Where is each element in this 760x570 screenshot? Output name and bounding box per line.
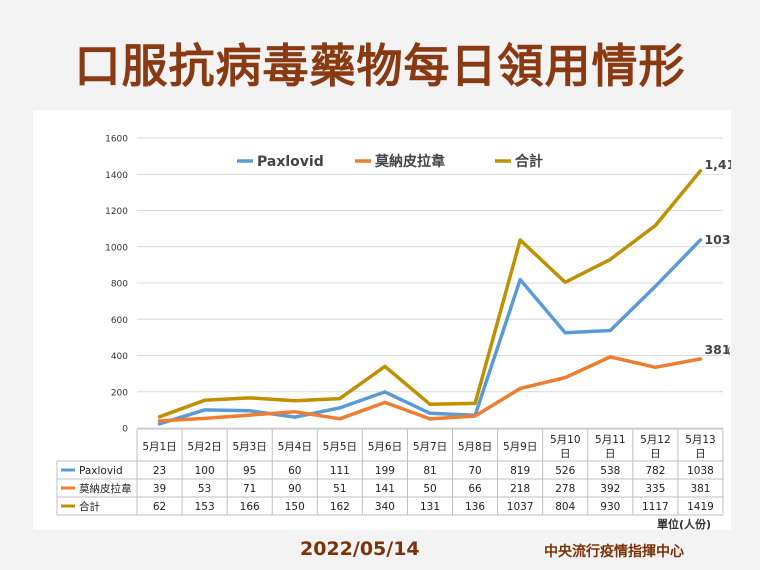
table-cell: 100 bbox=[195, 465, 215, 477]
end-value-unit: (人份) bbox=[727, 346, 731, 357]
table-cell: 141 bbox=[375, 483, 395, 495]
table-cell: 278 bbox=[555, 483, 575, 495]
x-category-label: 5月11 bbox=[595, 434, 626, 446]
table-cell: 526 bbox=[555, 465, 575, 477]
table-cell: 153 bbox=[195, 501, 215, 513]
x-category-label-suffix: 日 bbox=[560, 448, 571, 460]
table-cell: 111 bbox=[330, 465, 350, 477]
legend-label: 莫納皮拉韋 bbox=[374, 153, 445, 170]
series-line bbox=[157, 169, 703, 419]
x-category-label: 5月3日 bbox=[233, 441, 267, 453]
chart-panel: 0 200 400 600 800 1000 1200 1400 1600 5月1日 5月2日 5月3… bbox=[33, 110, 731, 530]
x-category-label-suffix: 日 bbox=[695, 448, 706, 460]
table-cell: 23 bbox=[153, 465, 166, 477]
table-cell: 335 bbox=[645, 483, 665, 495]
end-value-label: 1,419 bbox=[704, 157, 731, 172]
table-series-name: 合計 bbox=[79, 500, 100, 513]
x-category-label: 5月12 bbox=[640, 434, 671, 446]
table-cell: 71 bbox=[243, 483, 256, 495]
table-series-name: 莫納皮拉韋 bbox=[79, 482, 132, 495]
table-cell: 782 bbox=[645, 465, 665, 477]
issuing-agency: 中央流行疫情指揮中心 bbox=[544, 544, 684, 560]
series-line bbox=[157, 238, 703, 426]
chart-title: 口服抗病毒藥物每日領用情形 bbox=[74, 39, 686, 93]
table-cell: 199 bbox=[375, 465, 395, 477]
y-tick-label: 1400 bbox=[105, 171, 128, 181]
table-cell: 150 bbox=[285, 501, 305, 513]
x-category-label: 5月1日 bbox=[142, 441, 176, 453]
table-cell: 381 bbox=[690, 483, 710, 495]
x-category-label: 5月10 bbox=[550, 434, 581, 446]
x-category-label-suffix: 日 bbox=[650, 448, 661, 460]
x-category-label: 5月9日 bbox=[503, 441, 537, 453]
table-cell: 60 bbox=[288, 465, 301, 477]
table-cell: 81 bbox=[423, 465, 436, 477]
table-cell: 1038 bbox=[687, 465, 714, 477]
table-cell: 131 bbox=[420, 501, 440, 513]
table-cell: 1037 bbox=[507, 501, 534, 513]
x-category-label: 5月5日 bbox=[323, 441, 357, 453]
table-cell: 819 bbox=[510, 465, 530, 477]
table-cell: 218 bbox=[510, 483, 530, 495]
x-category-label-suffix: 日 bbox=[605, 448, 616, 460]
table-cell: 51 bbox=[333, 483, 346, 495]
y-tick-label: 0 bbox=[122, 425, 128, 435]
end-value-label: 1038 bbox=[704, 232, 731, 247]
x-category-label: 5月8日 bbox=[458, 441, 492, 453]
series-line bbox=[157, 355, 703, 423]
x-category-label: 5月4日 bbox=[278, 441, 312, 453]
legend-label: Paxlovid bbox=[257, 154, 324, 170]
table-cell: 1117 bbox=[642, 501, 669, 513]
table-series-name: Paxlovid bbox=[79, 465, 123, 477]
x-category-label: 5月6日 bbox=[368, 441, 402, 453]
y-tick-label: 400 bbox=[111, 352, 128, 362]
table-cell: 53 bbox=[198, 483, 211, 495]
y-tick-label: 1600 bbox=[105, 135, 128, 145]
table-cell: 50 bbox=[423, 483, 436, 495]
report-date: 2022/05/14 bbox=[300, 538, 420, 560]
legend-label: 合計 bbox=[515, 153, 543, 170]
y-tick-label: 1200 bbox=[105, 207, 128, 217]
y-tick-label: 1000 bbox=[105, 243, 128, 253]
end-value-label: 381 bbox=[704, 342, 730, 357]
table-cell: 136 bbox=[465, 501, 485, 513]
unit-note: 單位(人份) bbox=[657, 518, 712, 531]
table-cell: 538 bbox=[600, 465, 620, 477]
table-cell: 95 bbox=[243, 465, 256, 477]
table-cell: 392 bbox=[600, 483, 620, 495]
x-category-label: 5月13 bbox=[685, 434, 716, 446]
table-cell: 930 bbox=[600, 501, 620, 513]
y-tick-label: 200 bbox=[111, 388, 128, 398]
table-cell: 90 bbox=[288, 483, 301, 495]
x-category-label: 5月7日 bbox=[413, 441, 447, 453]
y-tick-label: 600 bbox=[111, 316, 128, 326]
line-chart: 0 200 400 600 800 1000 1200 1400 1600 5月1日 5月2日 5月3… bbox=[56, 135, 731, 516]
x-category-label: 5月2日 bbox=[187, 441, 221, 453]
table-cell: 166 bbox=[240, 501, 260, 513]
table-cell: 1419 bbox=[687, 501, 714, 513]
table-cell: 66 bbox=[468, 483, 482, 495]
table-cell: 804 bbox=[555, 501, 575, 513]
table-cell: 62 bbox=[153, 501, 166, 513]
table-cell: 39 bbox=[153, 483, 166, 495]
table-cell: 340 bbox=[375, 501, 395, 513]
table-cell: 162 bbox=[330, 501, 350, 513]
table-cell: 70 bbox=[468, 465, 481, 477]
y-tick-label: 800 bbox=[111, 280, 128, 290]
